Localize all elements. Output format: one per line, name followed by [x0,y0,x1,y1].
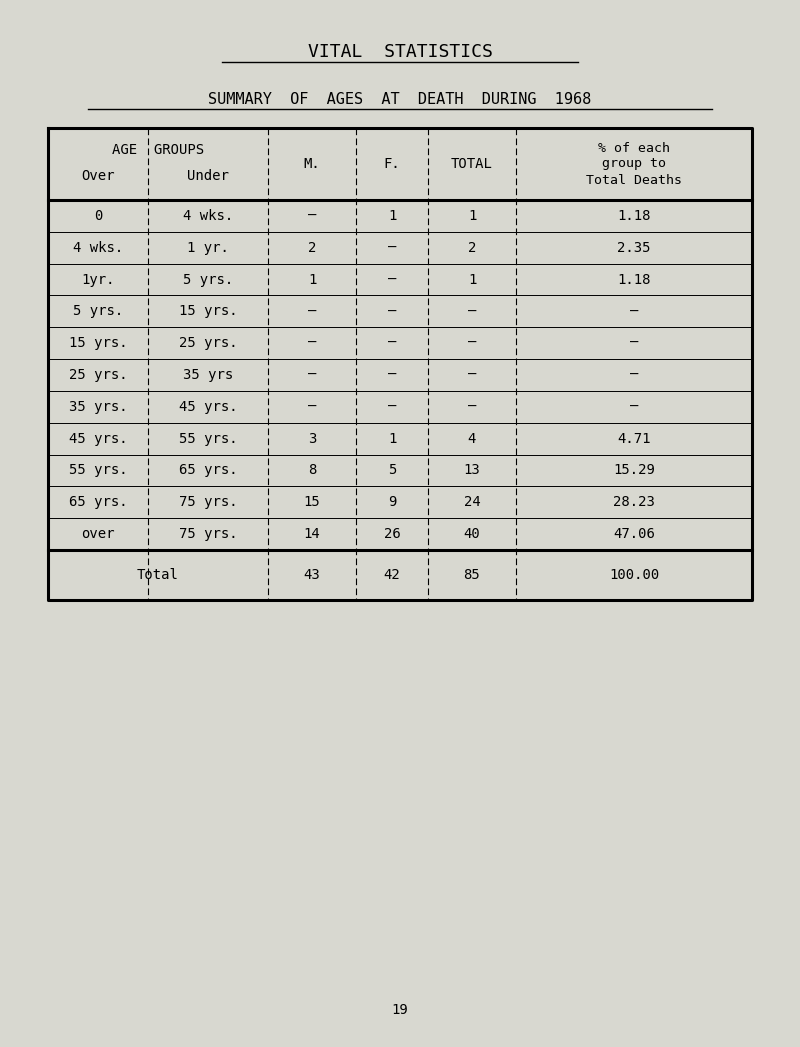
Text: 85: 85 [464,569,480,582]
Text: 1: 1 [308,272,316,287]
Text: 42: 42 [384,569,400,582]
Text: 4 wks.: 4 wks. [73,241,123,254]
Text: 5 yrs.: 5 yrs. [73,305,123,318]
Text: 35 yrs: 35 yrs [183,367,233,382]
Text: –: – [468,336,476,350]
Text: 1 yr.: 1 yr. [187,241,229,254]
Text: –: – [630,336,638,350]
Text: TOTAL: TOTAL [451,157,493,171]
Text: –: – [388,272,396,287]
Text: % of each: % of each [598,141,670,155]
Text: 25 yrs.: 25 yrs. [178,336,238,350]
Text: 15 yrs.: 15 yrs. [178,305,238,318]
Text: 15: 15 [304,495,320,509]
Text: 13: 13 [464,464,480,477]
Text: over: over [82,527,114,541]
Text: VITAL  STATISTICS: VITAL STATISTICS [307,43,493,61]
Text: 0: 0 [94,209,102,223]
Text: 43: 43 [304,569,320,582]
Text: 55 yrs.: 55 yrs. [69,464,127,477]
Text: F.: F. [384,157,400,171]
Text: 24: 24 [464,495,480,509]
Text: 75 yrs.: 75 yrs. [178,495,238,509]
Text: M.: M. [304,157,320,171]
Text: Total Deaths: Total Deaths [586,174,682,186]
Text: 1yr.: 1yr. [82,272,114,287]
Text: –: – [468,305,476,318]
Text: 65 yrs.: 65 yrs. [178,464,238,477]
Text: Over: Over [82,169,114,183]
Text: –: – [308,209,316,223]
Text: –: – [630,305,638,318]
Text: –: – [388,336,396,350]
Text: 25 yrs.: 25 yrs. [69,367,127,382]
Text: –: – [630,367,638,382]
Text: 100.00: 100.00 [609,569,659,582]
Text: –: – [308,367,316,382]
Text: 28.23: 28.23 [613,495,655,509]
Text: –: – [468,367,476,382]
Text: 15.29: 15.29 [613,464,655,477]
Text: 1: 1 [468,272,476,287]
Text: 2: 2 [308,241,316,254]
Text: 4 wks.: 4 wks. [183,209,233,223]
Text: 14: 14 [304,527,320,541]
Text: 40: 40 [464,527,480,541]
Text: –: – [630,400,638,414]
Text: –: – [468,400,476,414]
Text: group to: group to [602,157,666,171]
Text: 45 yrs.: 45 yrs. [178,400,238,414]
Text: 4: 4 [468,431,476,446]
Text: 15 yrs.: 15 yrs. [69,336,127,350]
Text: –: – [388,367,396,382]
Text: –: – [308,305,316,318]
Text: 65 yrs.: 65 yrs. [69,495,127,509]
Text: 19: 19 [392,1003,408,1017]
Text: 26: 26 [384,527,400,541]
Text: 45 yrs.: 45 yrs. [69,431,127,446]
Text: 1.18: 1.18 [618,209,650,223]
Text: 4.71: 4.71 [618,431,650,446]
Text: AGE  GROUPS: AGE GROUPS [112,143,204,157]
Text: –: – [308,400,316,414]
Text: 1: 1 [468,209,476,223]
Text: –: – [388,400,396,414]
Text: –: – [388,305,396,318]
Text: Under: Under [187,169,229,183]
Text: Total: Total [137,569,179,582]
Text: 1: 1 [388,431,396,446]
Text: 1.18: 1.18 [618,272,650,287]
Text: 2: 2 [468,241,476,254]
Text: SUMMARY  OF  AGES  AT  DEATH  DURING  1968: SUMMARY OF AGES AT DEATH DURING 1968 [208,92,592,108]
Text: 2.35: 2.35 [618,241,650,254]
Text: 9: 9 [388,495,396,509]
Text: 3: 3 [308,431,316,446]
Text: –: – [388,241,396,254]
Text: 1: 1 [388,209,396,223]
Text: 8: 8 [308,464,316,477]
Text: 55 yrs.: 55 yrs. [178,431,238,446]
Text: 5: 5 [388,464,396,477]
Text: 75 yrs.: 75 yrs. [178,527,238,541]
Text: –: – [308,336,316,350]
Text: 35 yrs.: 35 yrs. [69,400,127,414]
Text: 5 yrs.: 5 yrs. [183,272,233,287]
Text: 47.06: 47.06 [613,527,655,541]
